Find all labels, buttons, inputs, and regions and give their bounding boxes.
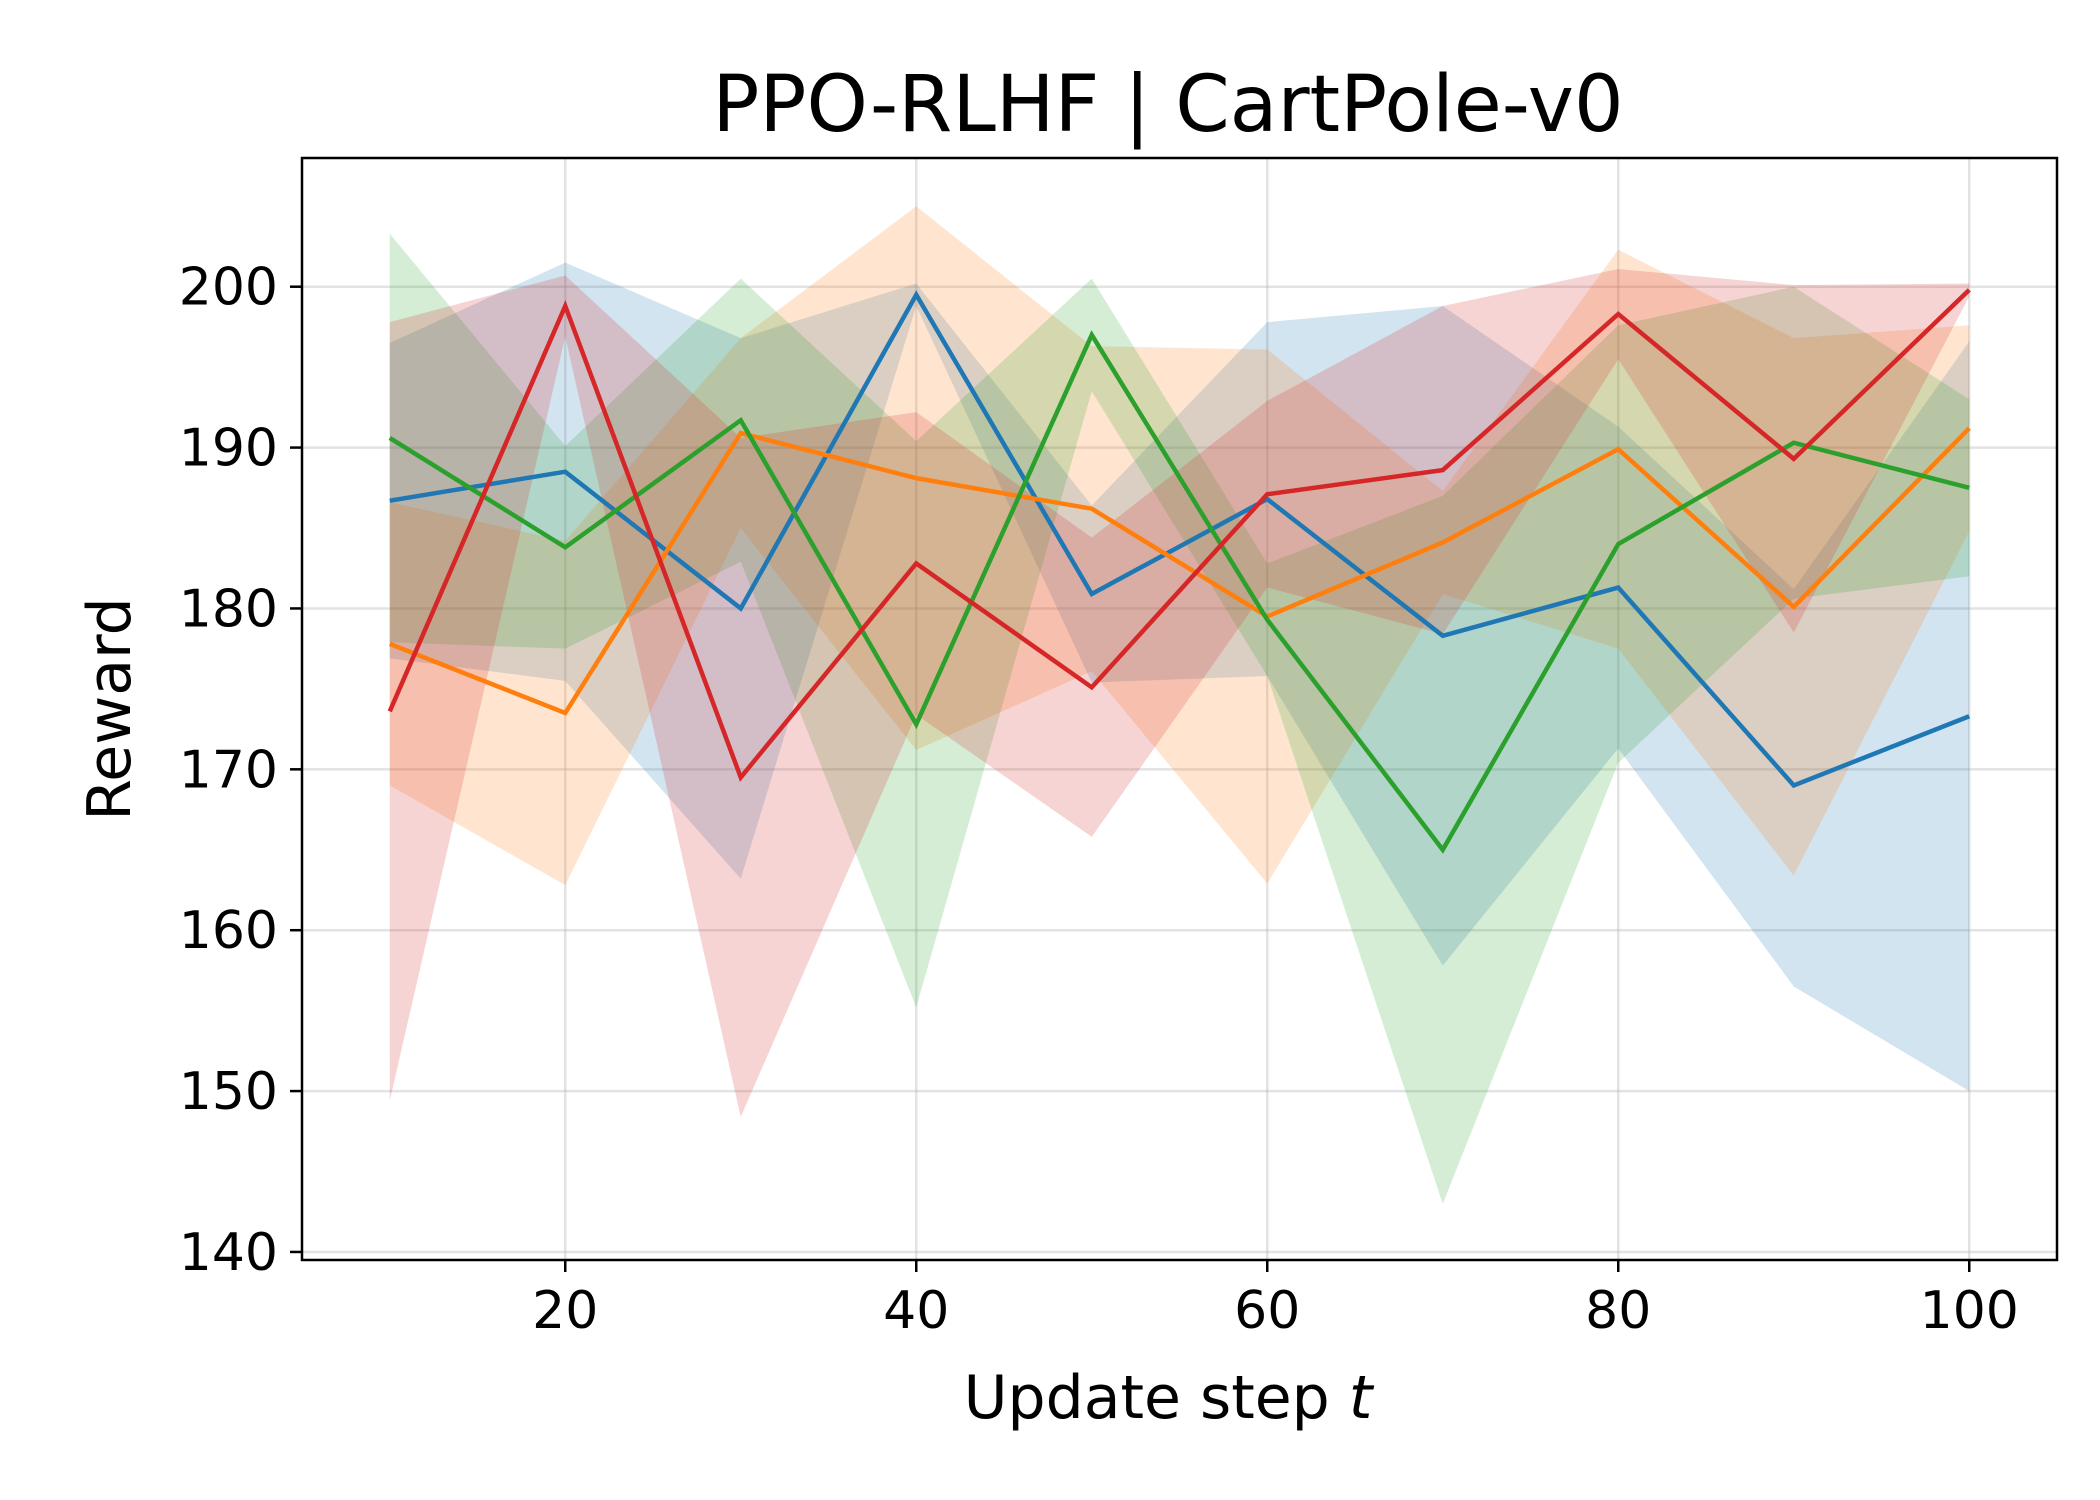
y-tick-label: 150 xyxy=(179,1062,278,1122)
series-line-2 xyxy=(388,426,1971,716)
x-axis-ticks: 20 40 60 80 100 xyxy=(532,1260,2019,1341)
x-tick-label: 20 xyxy=(532,1281,598,1341)
x-tick-label: 100 xyxy=(1920,1281,2019,1341)
x-axis-variable: t xyxy=(1349,1363,1375,1433)
y-tick-label: 180 xyxy=(179,579,278,639)
x-tick-label: 80 xyxy=(1585,1281,1651,1341)
x-axis-title: Update step t xyxy=(964,1363,1375,1433)
series-line-4 xyxy=(387,288,1971,782)
chart-title: PPO-RLHF | CartPole-v0 xyxy=(712,60,1623,150)
confidence-band-3 xyxy=(389,233,1970,1204)
x-tick-label: 60 xyxy=(1234,1281,1300,1341)
y-axis-title: Reward xyxy=(75,597,145,820)
y-tick-label: 200 xyxy=(179,258,278,318)
x-tick-label: 40 xyxy=(883,1281,949,1341)
series-line-3 xyxy=(388,330,1970,854)
confidence-band-4 xyxy=(389,269,1970,1117)
x-axis-label: Update step xyxy=(964,1363,1330,1433)
series-lines xyxy=(387,288,1971,854)
y-axis-ticks: 140 150 160 170 180 190 200 xyxy=(179,258,302,1283)
y-tick-label: 160 xyxy=(179,901,278,961)
grid-layer xyxy=(302,158,2057,1260)
confidence-band-1 xyxy=(389,262,1970,1092)
plot-frame xyxy=(300,156,2059,1262)
y-tick-label: 140 xyxy=(179,1223,278,1283)
confidence-bands xyxy=(389,206,1970,1204)
y-tick-label: 170 xyxy=(179,740,278,800)
y-tick-label: 190 xyxy=(179,419,278,479)
